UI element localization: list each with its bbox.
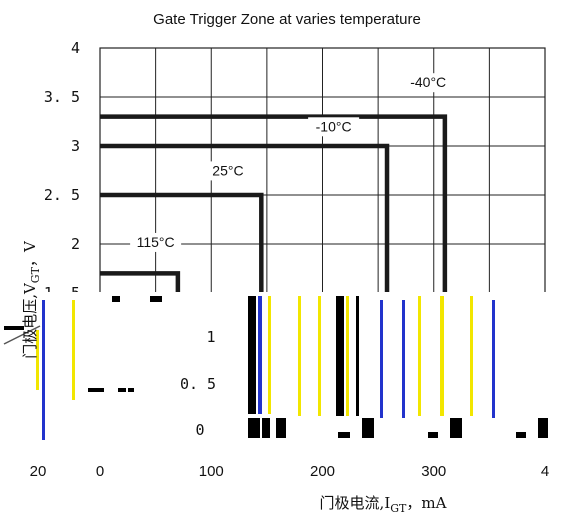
glitch-label: 0	[195, 421, 204, 439]
y-axis-label-main: 门极电压,V	[21, 282, 39, 359]
y-tick-label: 2	[71, 235, 80, 253]
series-labels: -40°C -10°C 25°C 115°C	[130, 73, 454, 252]
glitch-block	[516, 432, 526, 438]
glitch-block	[150, 296, 162, 302]
glitch-block	[450, 418, 462, 438]
glitch-block	[88, 388, 104, 392]
glitch-block	[112, 296, 120, 302]
glitch-bar	[318, 296, 321, 416]
glitch-bar	[492, 300, 495, 418]
x-axis-label-main: 门极电流,I	[320, 494, 391, 512]
series-label-bg	[308, 117, 360, 137]
glitch-block	[338, 432, 350, 438]
x-tick-label: 300	[421, 463, 446, 480]
x-tick-label: 0	[96, 463, 104, 480]
glitch-stroke	[3, 325, 41, 345]
glitch-bar	[336, 296, 344, 416]
glitch-block	[4, 326, 24, 330]
series-label-bg	[402, 73, 454, 93]
chart-title: Gate Trigger Zone at varies temperature	[153, 11, 421, 28]
glitch-bar	[356, 296, 359, 416]
series-label: 25°C	[212, 162, 243, 178]
glitch-bar	[440, 296, 444, 416]
glitch-label: 1	[206, 328, 215, 346]
glitch-bar	[418, 296, 421, 416]
glitch-bar	[298, 296, 301, 416]
glitch-block	[276, 418, 286, 438]
glitch-bar	[470, 296, 473, 416]
glitch-overlay: 1 0. 5 0	[0, 292, 568, 442]
y-tick-label: 3	[71, 137, 80, 155]
x-tick-label: 200	[310, 463, 335, 480]
y-tick-label: 4	[71, 39, 80, 57]
glitch-block	[262, 418, 270, 438]
glitch-bar	[248, 296, 256, 414]
series-label-bg	[130, 232, 182, 252]
y-axis-label-tail: ，V	[21, 240, 39, 267]
glitch-mask	[0, 292, 568, 442]
glitch-bar	[42, 300, 45, 440]
series-label: 115°C	[137, 234, 175, 250]
series-label: -10°C	[316, 118, 352, 134]
x-axis-label: 门极电流,IGT，mA	[320, 494, 447, 515]
glitch-block	[118, 388, 126, 392]
glitch-block	[362, 418, 374, 438]
series-label: -40°C	[410, 74, 446, 90]
series-label-bg	[206, 161, 250, 181]
glitch-block	[538, 418, 548, 438]
glitch-bar	[380, 300, 383, 418]
y-axis-label-sub: GT	[29, 266, 42, 283]
glitch-block	[248, 418, 260, 438]
y-tick-label: 3. 5	[44, 88, 80, 106]
glitch-bar	[346, 296, 349, 416]
x-tick-label: 100	[199, 463, 224, 480]
glitch-bar	[72, 300, 75, 400]
extra-tick-label: 20	[30, 463, 47, 480]
glitch-label: 0. 5	[180, 375, 216, 393]
glitch-bar	[36, 330, 39, 390]
x-axis-label-sub: GT	[390, 502, 407, 515]
x-axis-label-tail: ，mA	[406, 494, 446, 512]
y-axis-label: 门极电压,VGT，V	[21, 240, 42, 359]
glitch-bar	[268, 296, 271, 414]
x-tick-label: 4	[541, 463, 549, 480]
glitch-bar	[402, 300, 405, 418]
glitch-block	[128, 388, 134, 392]
glitch-bar	[258, 296, 262, 414]
glitch-block	[428, 432, 438, 438]
tick-labels: 43. 532. 521. 50100200300420	[30, 39, 550, 480]
y-tick-label: 2. 5	[44, 186, 80, 204]
